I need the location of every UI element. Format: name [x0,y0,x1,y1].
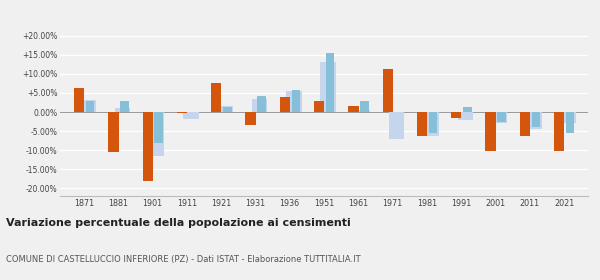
Bar [526,112,542,129]
Bar [252,99,267,112]
Bar [326,53,334,112]
Bar [223,108,232,112]
Bar [154,112,163,143]
Bar [451,112,461,118]
Bar [120,101,129,112]
Bar [566,112,574,133]
Bar [109,112,119,152]
Bar [532,112,540,127]
Bar [389,112,404,139]
Bar [355,110,370,112]
Bar [417,112,427,136]
Text: Variazione percentuale della popolazione ai censimenti: Variazione percentuale della popolazione… [6,218,351,228]
Bar [485,112,496,151]
Bar [211,83,221,112]
Bar [257,96,266,112]
Bar [497,112,506,122]
Bar [314,101,325,112]
Bar [360,101,369,112]
Bar [143,112,153,181]
Bar [383,69,393,112]
Bar [463,108,472,112]
Bar [149,112,164,156]
Bar [349,106,359,112]
Bar [423,112,439,136]
Bar [280,97,290,112]
Bar [86,101,94,112]
Bar [560,112,576,123]
Bar [245,112,256,125]
Bar [74,88,85,112]
Bar [115,108,130,112]
Bar [177,112,187,113]
Bar [492,112,507,123]
Bar [429,112,437,133]
Bar [554,112,565,151]
Bar [520,112,530,136]
Bar [286,91,302,112]
Text: COMUNE DI CASTELLUCCIO INFERIORE (PZ) - Dati ISTAT - Elaborazione TUTTITALIA.IT: COMUNE DI CASTELLUCCIO INFERIORE (PZ) - … [6,255,361,264]
Bar [218,106,233,112]
Bar [292,90,300,112]
Bar [80,100,96,112]
Bar [183,112,199,119]
Bar [320,62,336,112]
Bar [458,112,473,120]
